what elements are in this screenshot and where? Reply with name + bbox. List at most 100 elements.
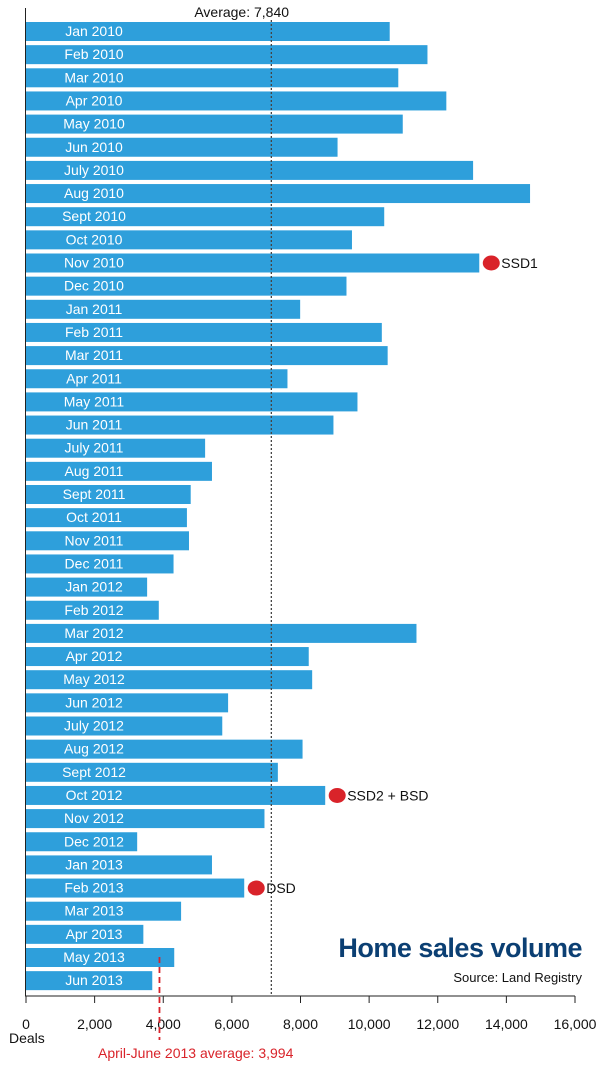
bar-label: Dec 2012 [64, 833, 124, 849]
bar-label: Jan 2012 [65, 579, 123, 595]
bar [26, 716, 223, 736]
average-label: Average: 7,840 [194, 4, 289, 20]
marker-label: DSD [266, 880, 296, 896]
bar-label: Apr 2011 [66, 370, 122, 386]
x-tick-label: 6,000 [214, 1016, 249, 1032]
bar-label: Aug 2011 [65, 463, 124, 479]
bar-label: Jan 2011 [66, 301, 123, 317]
bars [26, 22, 531, 991]
bar-label: Nov 2012 [64, 810, 124, 826]
bar [26, 299, 301, 319]
bar-label: Oct 2012 [66, 787, 123, 803]
bar-label: May 2010 [63, 116, 125, 132]
bar [26, 485, 191, 504]
bar-label: Mar 2012 [64, 625, 123, 641]
x-tick-label: 4,000 [146, 1016, 181, 1032]
bar [26, 554, 174, 574]
bar [26, 878, 245, 898]
bar [26, 184, 531, 204]
x-tick-label: 10,000 [348, 1016, 391, 1032]
bar-label: Jan 2010 [65, 23, 123, 39]
bar-label: Jun 2013 [65, 972, 123, 988]
period-average-label: April-June 2013 average: 3,994 [98, 1045, 294, 1061]
bar [26, 207, 385, 227]
bar [26, 322, 382, 342]
bar [26, 693, 229, 713]
bar [26, 600, 159, 620]
bar-label: May 2012 [63, 671, 125, 687]
chart-title: Home sales volume [338, 933, 582, 963]
bar-label: Nov 2011 [65, 532, 124, 548]
marker-dot [328, 787, 346, 803]
bar [26, 392, 358, 412]
bar-label: July 2012 [64, 718, 124, 734]
bar [26, 762, 278, 782]
bar [26, 670, 313, 690]
x-tick-label: 14,000 [485, 1016, 528, 1032]
bar [26, 253, 480, 273]
bar [26, 276, 347, 296]
bar-label: Apr 2013 [66, 926, 123, 942]
bar-label: July 2010 [64, 162, 124, 178]
bar [26, 948, 175, 967]
bar [26, 739, 303, 759]
bar [26, 22, 390, 41]
bar-label: Jun 2011 [66, 417, 123, 433]
average-group: Average: 7,840 April-June 2013 average: 3… [98, 4, 294, 1061]
bar-label: Feb 2010 [64, 46, 123, 62]
bar [26, 415, 334, 435]
bar [26, 809, 265, 829]
marker-label: SSD2 + BSD [347, 787, 428, 803]
bar-label: May 2011 [64, 393, 125, 409]
bar [26, 346, 388, 366]
x-axis-title: Deals [9, 1030, 45, 1046]
x-tick-label: 16,000 [554, 1016, 597, 1032]
bar-label: Aug 2010 [64, 185, 124, 201]
bar [26, 68, 399, 88]
bar-label: Nov 2010 [64, 255, 124, 271]
bar-label: Mar 2010 [64, 69, 123, 85]
bar-label: Dec 2010 [64, 278, 124, 294]
bar [26, 785, 326, 805]
bar-label: Jun 2010 [65, 139, 123, 155]
chart-source: Source: Land Registry [453, 970, 582, 985]
bar-label: July 2011 [65, 440, 124, 456]
bar [26, 924, 144, 944]
bar-label: May 2013 [63, 949, 125, 965]
bar [26, 230, 352, 250]
x-tick-label: 8,000 [283, 1016, 318, 1032]
bar [26, 137, 338, 157]
bar [26, 160, 474, 180]
bar-label: Feb 2011 [65, 324, 123, 340]
bar-labels: Jan 2010 Feb 2010 Mar 2010 Apr 2010 May 2010… [62, 23, 126, 988]
bar-label: Mar 2011 [65, 347, 123, 363]
annotations: SSD1 SSD2 + BSD DSD [247, 255, 538, 896]
bar-label: Aug 2012 [64, 741, 124, 757]
bar [26, 438, 206, 458]
bar-label: Feb 2013 [64, 880, 123, 896]
bar [26, 647, 309, 667]
x-tick-label: 12,000 [416, 1016, 459, 1032]
bar [26, 531, 189, 551]
bar-label: Sept 2010 [62, 208, 126, 224]
x-tick-label: 0 [22, 1016, 30, 1032]
bar [26, 45, 428, 65]
x-tick-label: 2,000 [77, 1016, 112, 1032]
bar-label: Jan 2013 [65, 856, 123, 872]
marker-dot [247, 880, 265, 896]
bar-label: Feb 2012 [64, 602, 123, 618]
bar-label: Sept 2012 [62, 764, 126, 780]
bar-label: Sept 2011 [63, 486, 126, 502]
bar [26, 971, 153, 991]
marker-label: SSD1 [501, 255, 538, 271]
axes: 0 2,000 4,000 6,000 8,000 10,000 12,000 14,000 1… [9, 8, 597, 1046]
bar-label: Dec 2011 [65, 555, 124, 571]
bar [26, 461, 212, 481]
bar-label: Apr 2010 [66, 92, 123, 108]
bar-label: Jun 2012 [65, 694, 123, 710]
bar [26, 832, 138, 852]
bar [26, 577, 148, 597]
bar-label: Oct 2011 [66, 509, 122, 525]
bar [26, 369, 288, 389]
